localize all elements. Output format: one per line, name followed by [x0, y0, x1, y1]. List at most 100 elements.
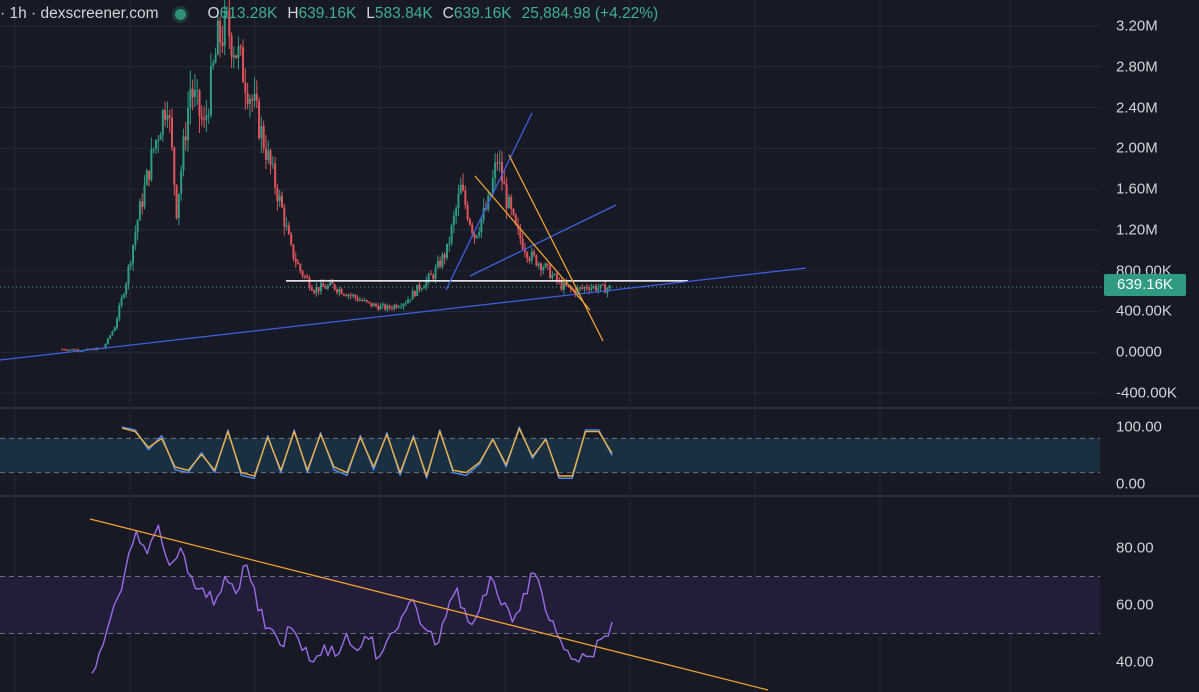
candles-group: [61, 0, 611, 353]
candle-body: [74, 349, 77, 351]
candle-body: [473, 233, 476, 238]
stoch-axis-tick: 100.00: [1116, 418, 1162, 436]
candle-body: [471, 224, 474, 234]
candle-body: [478, 232, 481, 236]
candle-body: [523, 249, 526, 253]
candle-body: [189, 88, 192, 108]
candle-body: [503, 181, 506, 185]
candle-body: [578, 287, 581, 289]
candle-body: [255, 93, 258, 101]
candle-body: [592, 285, 595, 288]
candle-body: [331, 282, 334, 285]
candle-body: [336, 289, 338, 293]
candle-body: [450, 225, 453, 244]
candle-body: [466, 205, 469, 220]
rsi-axis-tick: 40.00: [1116, 653, 1154, 671]
candle-body: [106, 338, 109, 345]
candle-body: [459, 184, 462, 194]
symbol-title[interactable]: · 1h · dexscreener.com: [0, 5, 159, 22]
candle-body: [127, 265, 130, 284]
candle-body: [214, 54, 217, 63]
candle-body: [491, 178, 494, 194]
candle-body: [434, 267, 437, 279]
candle-body: [519, 228, 522, 239]
price-axis-tick: 3.20M: [1116, 17, 1158, 35]
candle-body: [200, 116, 203, 120]
low-label: L: [366, 5, 375, 22]
candle-body: [244, 82, 247, 94]
candle-body: [597, 288, 600, 291]
candle-body: [379, 305, 382, 310]
candle-body: [187, 107, 190, 141]
candle-body: [61, 349, 63, 351]
candle-body: [248, 98, 251, 104]
candle-body: [290, 234, 293, 245]
candle-body: [583, 287, 586, 289]
candle-body: [549, 265, 552, 279]
candle-body: [145, 170, 148, 186]
candle-body: [510, 196, 513, 209]
candle-body: [370, 302, 373, 307]
candle-body: [358, 300, 361, 302]
candle-body: [420, 288, 423, 290]
candle-body: [166, 115, 169, 120]
candle-body: [125, 283, 128, 295]
candle-body: [588, 288, 591, 290]
candle-body: [381, 304, 384, 306]
candle-body: [439, 260, 442, 267]
candle-body: [177, 193, 180, 219]
candle-body: [219, 20, 222, 43]
candle-body: [239, 46, 242, 48]
candle-body: [150, 149, 153, 180]
candle-body: [601, 284, 604, 286]
candle-body: [274, 163, 277, 188]
candle-body: [317, 287, 320, 292]
candle-body: [599, 284, 602, 289]
candle-body: [180, 170, 183, 194]
candle-body: [132, 245, 135, 264]
rsi-trendline-orange: [89, 518, 769, 691]
candle-body: [553, 273, 556, 275]
candle-body: [212, 62, 215, 66]
candle-body: [374, 303, 377, 306]
candle-body: [585, 287, 588, 289]
candle-body: [572, 288, 575, 290]
candle-body: [116, 318, 118, 328]
candle-body: [533, 251, 536, 256]
candle-body: [608, 285, 611, 289]
candle-body: [242, 47, 245, 83]
candle-body: [507, 196, 510, 209]
candle-body: [299, 264, 302, 272]
rsi-band-fill: [0, 576, 1100, 634]
candle-body: [120, 297, 123, 306]
candle-body: [143, 185, 146, 207]
candle-body: [152, 148, 155, 150]
candle-body: [539, 263, 542, 271]
candle-body: [118, 305, 121, 319]
candle-body: [216, 20, 219, 55]
candle-body: [161, 110, 164, 135]
candle-body: [228, 10, 231, 36]
candle-body: [457, 193, 460, 209]
candle-body: [418, 284, 421, 290]
candle-body: [368, 301, 371, 303]
candle-body: [104, 344, 107, 349]
candle-body: [324, 286, 327, 289]
candle-body: [528, 258, 531, 261]
candle-body: [505, 184, 508, 209]
candle-body: [303, 275, 306, 277]
candle-body: [184, 136, 187, 141]
candle-body: [400, 306, 403, 308]
candle-body: [77, 349, 80, 351]
candle-body: [230, 35, 233, 57]
close-label: C: [442, 5, 454, 22]
candle-body: [448, 243, 451, 245]
price-axis-tick: 2.00M: [1116, 139, 1158, 157]
candle-body: [455, 208, 458, 216]
candle-body: [361, 300, 364, 302]
candle-body: [164, 110, 167, 120]
candle-body: [512, 208, 515, 215]
candle-body: [329, 282, 332, 286]
candle-body: [313, 290, 316, 293]
